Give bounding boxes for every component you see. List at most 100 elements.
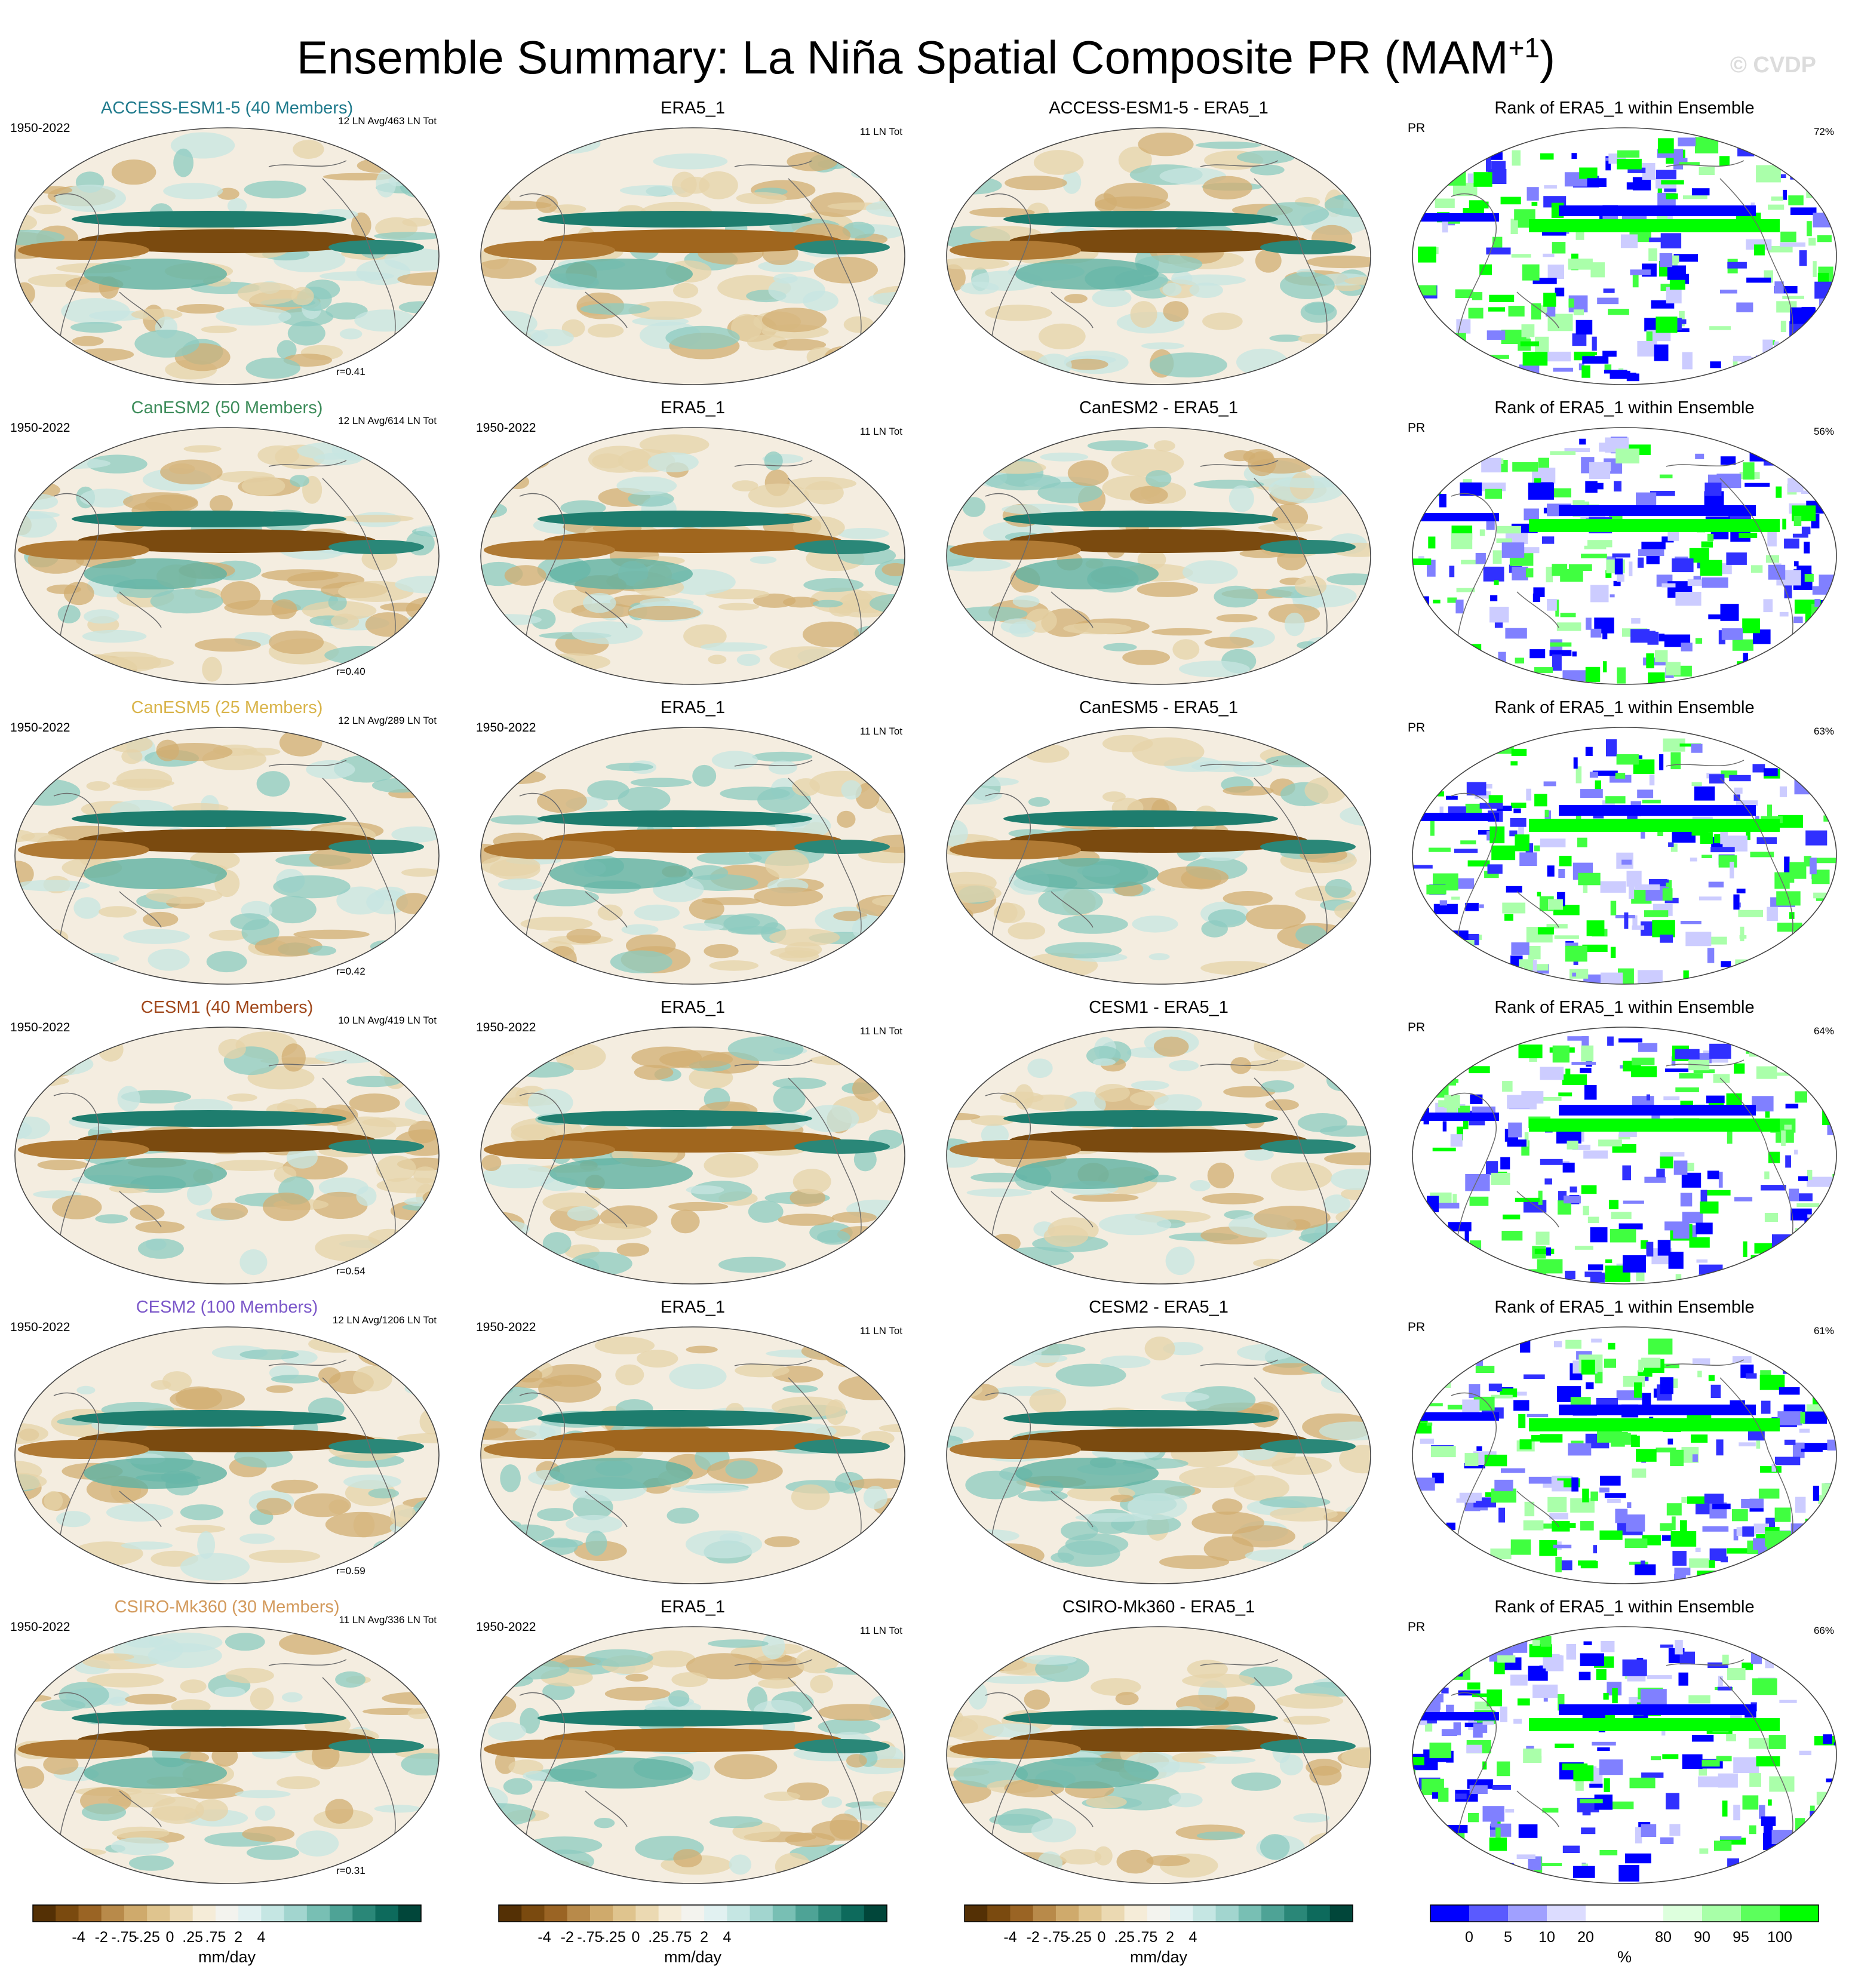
- map-container: [478, 125, 908, 388]
- colorbar-swatch: [1010, 1905, 1034, 1922]
- model-composite-panel: CSIRO-Mk360 (30 Members) 1950-2022 11 LN A…: [9, 1597, 445, 1890]
- colorbar-swatch: [1033, 1905, 1056, 1922]
- colorbar-tick-label: .75: [205, 1929, 226, 1946]
- colorbar-swatch: [330, 1905, 353, 1922]
- precip-map: [946, 1326, 1371, 1584]
- colorbar-swatch: [261, 1905, 285, 1922]
- panel-title: ERA5_1: [660, 398, 725, 417]
- map-container: [944, 724, 1374, 987]
- colorbar-swatch: [284, 1905, 308, 1922]
- variable-label: PR: [1408, 121, 1426, 135]
- colorbar-swatch: [192, 1905, 216, 1922]
- map-container: [1409, 425, 1839, 687]
- map-container: [944, 425, 1374, 687]
- pattern-correlation: r=0.42: [336, 966, 366, 977]
- variable-label: PR: [1408, 1320, 1426, 1334]
- colorbar-tick-label: 2: [234, 1929, 243, 1946]
- panel-title: CanESM2 (50 Members): [131, 398, 323, 417]
- observations-panel: ERA5_1 11 LN Tot: [475, 99, 911, 391]
- colorbar-swatch: [772, 1905, 796, 1922]
- map-container: [478, 1624, 908, 1886]
- event-count: 11 LN Tot: [859, 426, 902, 437]
- panel-title: CESM2 - ERA5_1: [1089, 1298, 1228, 1317]
- rank-panel: Rank of ERA5_1 within Ensemble PR 64%: [1406, 998, 1842, 1290]
- precip-map: [480, 1326, 905, 1584]
- period-label: 1950-2022: [476, 1021, 536, 1034]
- colorbar-tick-label: .75: [671, 1929, 692, 1946]
- precip-map: [14, 1027, 440, 1285]
- variable-label: PR: [1408, 1021, 1426, 1034]
- rank-colorbar: 0 5 10 20 80 90 95 100%: [1427, 1904, 1822, 1981]
- precip-map: [946, 427, 1371, 685]
- colorbar-swatch: [1147, 1905, 1171, 1922]
- map-container: [944, 1324, 1374, 1587]
- event-count: 11 LN Tot: [859, 1325, 902, 1336]
- colorbar-swatch: [1215, 1905, 1239, 1922]
- member-counts: 10 LN Avg/419 LN Tot: [338, 1015, 437, 1026]
- colorbar-swatch: [1741, 1905, 1780, 1922]
- colorbar-swatch: [965, 1905, 988, 1922]
- colorbar-tick-label: .25: [1114, 1929, 1135, 1946]
- model-composite-panel: CESM1 (40 Members) 1950-2022 10 LN Avg/419…: [9, 998, 445, 1290]
- colorbar-swatch: [78, 1905, 102, 1922]
- colorbar-swatches: [964, 1904, 1353, 1922]
- colorbar-swatch: [1780, 1905, 1819, 1922]
- figure-title: Ensemble Summary: La Niña Spatial Compos…: [296, 31, 1556, 84]
- precip-map: [480, 1027, 905, 1285]
- colorbar-swatch: [1261, 1905, 1285, 1922]
- map-container: [1409, 125, 1839, 388]
- precip-map: [14, 1326, 440, 1584]
- rank-map: [1412, 727, 1837, 985]
- colorbar-swatch: [1508, 1905, 1547, 1922]
- rank-map: [1412, 127, 1837, 385]
- panel-title: Rank of ERA5_1 within Ensemble: [1494, 1597, 1755, 1617]
- rank-panel: Rank of ERA5_1 within Ensemble PR 66%: [1406, 1597, 1842, 1890]
- map-container: [12, 724, 442, 987]
- colorbar-swatch: [1170, 1905, 1193, 1922]
- colorbar-swatch: [589, 1905, 613, 1922]
- colorbar-swatch: [750, 1905, 773, 1922]
- precip-map: [480, 727, 905, 985]
- difference-panel: CESM2 - ERA5_1: [941, 1298, 1377, 1590]
- colorbar-tick-label: -.25: [600, 1929, 626, 1946]
- difference-panel: CESM1 - ERA5_1: [941, 998, 1377, 1290]
- map-container: [12, 1024, 442, 1287]
- map-container: [944, 1624, 1374, 1886]
- colorbar-swatch: [567, 1905, 591, 1922]
- observations-panel: ERA5_1 1950-2022 11 LN Tot: [475, 1298, 911, 1590]
- precip-map: [946, 1626, 1371, 1884]
- colorbar-swatch: [1702, 1905, 1742, 1922]
- observations-panel: ERA5_1 1950-2022 11 LN Tot: [475, 398, 911, 691]
- period-label: 1950-2022: [476, 1620, 536, 1634]
- colorbar-tick-label: -2: [560, 1929, 574, 1946]
- period-label: 1950-2022: [10, 1320, 70, 1334]
- panel-title: CanESM2 - ERA5_1: [1079, 398, 1238, 417]
- colorbar-swatch: [1124, 1905, 1148, 1922]
- panel-title: CSIRO-Mk360 - ERA5_1: [1062, 1597, 1255, 1617]
- rank-percent: 56%: [1813, 426, 1834, 437]
- colorbar-swatch: [1586, 1905, 1625, 1922]
- colorbar-swatch: [1238, 1905, 1262, 1922]
- colorbar-swatch: [1547, 1905, 1586, 1922]
- panel-title: CanESM5 (25 Members): [131, 698, 323, 717]
- colorbar-tick-label: -2: [94, 1929, 108, 1946]
- map-container: [12, 125, 442, 388]
- colorbar-swatch: [375, 1905, 399, 1922]
- colorbar-tick-label: -4: [538, 1929, 551, 1946]
- member-counts: 11 LN Avg/336 LN Tot: [339, 1614, 437, 1626]
- panel-title: Rank of ERA5_1 within Ensemble: [1494, 1298, 1755, 1317]
- event-count: 11 LN Tot: [859, 1025, 902, 1037]
- colorbar-tick-label: 0: [1465, 1929, 1473, 1946]
- rank-panel: Rank of ERA5_1 within Ensemble PR 56%: [1406, 398, 1842, 691]
- pattern-correlation: r=0.54: [336, 1265, 366, 1277]
- colorbar-swatch: [681, 1905, 705, 1922]
- map-container: [478, 1324, 908, 1587]
- rank-panel: Rank of ERA5_1 within Ensemble PR 63%: [1406, 698, 1842, 991]
- colorbar-tick-label: 10: [1538, 1929, 1555, 1946]
- colorbar-swatch: [124, 1905, 148, 1922]
- member-counts: 12 LN Avg/1206 LN Tot: [332, 1314, 437, 1326]
- colorbar-swatch: [987, 1905, 1011, 1922]
- colorbar-tick-label: -.75: [111, 1929, 137, 1946]
- rank-percent: 61%: [1813, 1325, 1834, 1336]
- colorbar-swatch: [147, 1905, 170, 1922]
